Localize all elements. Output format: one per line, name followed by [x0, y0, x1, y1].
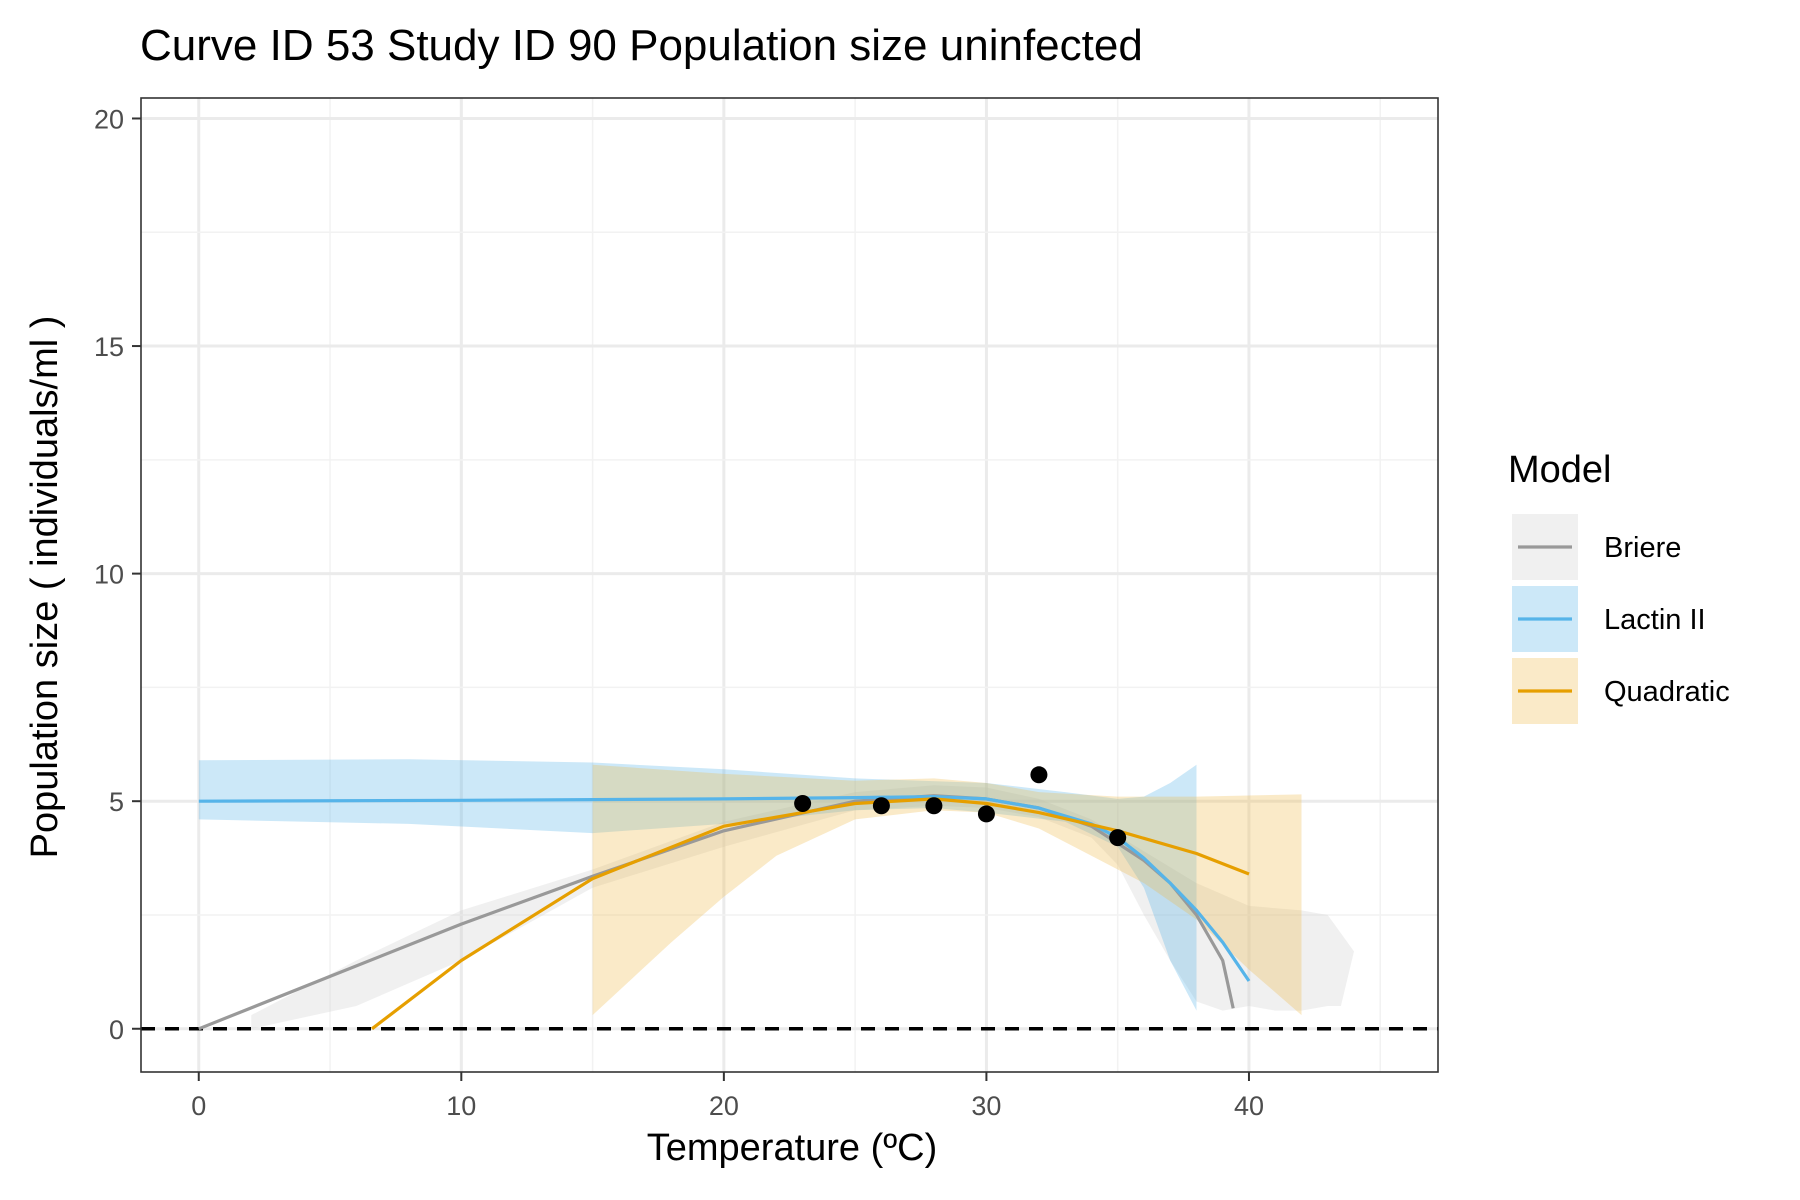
- x-tick-label: 0: [191, 1091, 206, 1121]
- data-point: [794, 794, 812, 812]
- legend-label-quadratic: Quadratic: [1604, 676, 1730, 708]
- y-axis-title: Population size ( individuals/ml ): [24, 316, 66, 859]
- x-tick-label: 20: [709, 1091, 739, 1121]
- y-tick-label: 10: [94, 560, 124, 590]
- x-tick-label: 40: [1234, 1091, 1264, 1121]
- y-tick-label: 20: [94, 104, 124, 134]
- data-point: [1109, 829, 1127, 847]
- x-axis-title: Temperature (ºC): [647, 1127, 938, 1169]
- legend: Model Briere Lactin II Quadratic: [1508, 449, 1730, 724]
- panel-border: [140, 97, 1439, 1073]
- legend-label-lactin-ii: Lactin II: [1604, 604, 1706, 636]
- data-point: [977, 805, 995, 823]
- band-briere: [251, 785, 1354, 1029]
- panel-background: [141, 98, 1438, 1072]
- chart-title: Curve ID 53 Study ID 90 Population size …: [140, 21, 1143, 70]
- band-quadratic: [592, 764, 1302, 1016]
- legend-title: Model: [1508, 449, 1612, 491]
- x-tick-label: 10: [446, 1091, 476, 1121]
- data-point: [925, 797, 943, 815]
- confidence-bands: [198, 759, 1354, 1029]
- y-tick-label: 15: [94, 332, 124, 362]
- plot-area: 0 10 20 30 40 0 5 10 15 20: [94, 97, 1439, 1121]
- observed-points: [794, 766, 1127, 847]
- y-tick-label: 5: [109, 787, 124, 817]
- y-tick-label: 0: [109, 1015, 124, 1045]
- legend-label-briere: Briere: [1604, 532, 1681, 564]
- line-lactin-ii: [198, 795, 1251, 982]
- data-point: [1030, 766, 1048, 784]
- band-lactin-ii: [198, 759, 1197, 1011]
- x-tick-label: 30: [971, 1091, 1001, 1121]
- data-point: [872, 797, 890, 815]
